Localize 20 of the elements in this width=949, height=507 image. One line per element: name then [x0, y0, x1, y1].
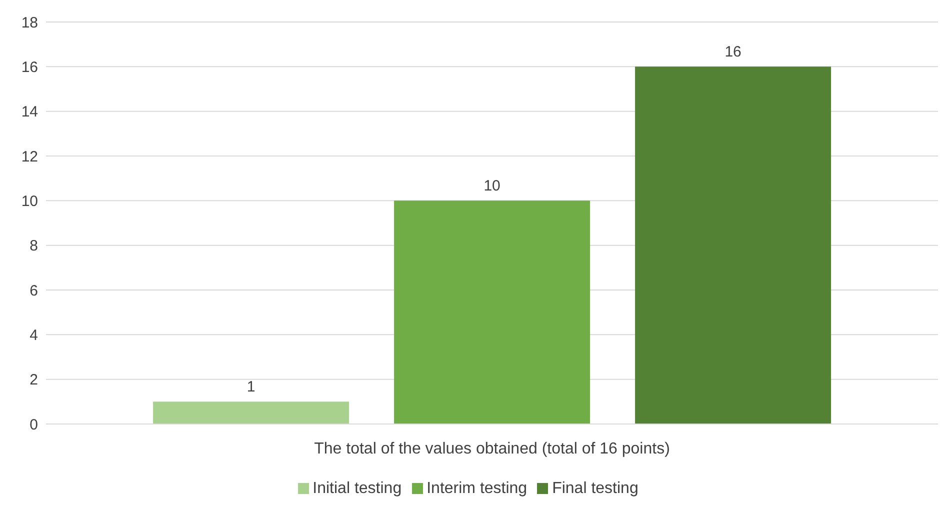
y-tick-label: 2 — [30, 372, 38, 389]
y-tick-label: 4 — [30, 326, 38, 344]
bar — [394, 200, 590, 424]
y-tick-label: 8 — [30, 238, 38, 255]
y-tick-label: 0 — [30, 416, 38, 434]
bar — [153, 402, 350, 424]
y-tick-label: 16 — [21, 58, 38, 76]
y-tick-label: 6 — [30, 282, 38, 300]
y-tick-label: 14 — [21, 104, 38, 121]
legend-label: Interim testing — [426, 480, 528, 497]
x-tick-label: The total of the values obtained (total of 16 points) — [314, 440, 670, 458]
bar — [635, 66, 832, 424]
data-label: 16 — [724, 44, 742, 61]
y-tick-label: 12 — [21, 148, 38, 166]
legend-label: Initial testing — [312, 480, 402, 497]
data-label: 1 — [246, 378, 256, 396]
y-tick-label: 10 — [21, 192, 38, 210]
data-label: 10 — [484, 178, 500, 195]
y-tick-label: 18 — [21, 14, 38, 32]
legend-label: Final testing — [552, 480, 638, 497]
